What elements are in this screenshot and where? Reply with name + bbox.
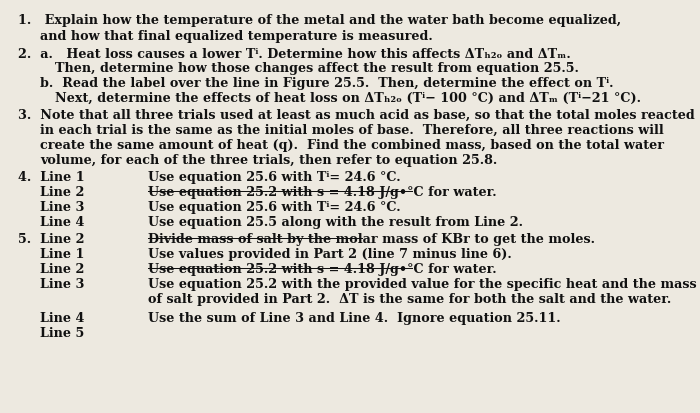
Text: b.  Read the label over the line in Figure 25.5.  Then, determine the effect on : b. Read the label over the line in Figur…	[40, 77, 613, 90]
Text: 5.  Line 2: 5. Line 2	[18, 233, 85, 245]
Text: Use equation 25.2 with the provided value for the specific heat and the mass: Use equation 25.2 with the provided valu…	[148, 277, 696, 290]
Text: volume, for each of the three trials, then refer to equation 25.8.: volume, for each of the three trials, th…	[40, 154, 497, 166]
Text: Use equation 25.2 with s = 4.18 J/g•°C for water.: Use equation 25.2 with s = 4.18 J/g•°C f…	[148, 262, 496, 275]
Text: Use equation 25.6 with Tⁱ= 24.6 °C.: Use equation 25.6 with Tⁱ= 24.6 °C.	[148, 201, 400, 214]
Text: Line 5: Line 5	[40, 326, 84, 339]
Text: in each trial is the same as the initial moles of base.  Therefore, all three re: in each trial is the same as the initial…	[40, 124, 664, 137]
Text: Next, determine the effects of heat loss on ΔTₕ₂ₒ (Tⁱ− 100 °C) and ΔTₘ (Tⁱ−21 °C: Next, determine the effects of heat loss…	[55, 92, 641, 105]
Text: create the same amount of heat (q).  Find the combined mass, based on the total : create the same amount of heat (q). Find…	[40, 139, 664, 152]
Text: Line 2: Line 2	[40, 185, 85, 199]
Text: 2.  a.   Heat loss causes a lower Tⁱ. Determine how this affects ΔTₕ₂ₒ and ΔTₘ.: 2. a. Heat loss causes a lower Tⁱ. Deter…	[18, 48, 570, 61]
Text: Line 3: Line 3	[40, 277, 85, 290]
Text: Use the sum of Line 3 and Line 4.  Ignore equation 25.11.: Use the sum of Line 3 and Line 4. Ignore…	[148, 311, 561, 324]
Text: and how that final equalized temperature is measured.: and how that final equalized temperature…	[40, 30, 433, 43]
Text: Use values provided in Part 2 (line 7 minus line 6).: Use values provided in Part 2 (line 7 mi…	[148, 247, 512, 260]
Text: of salt provided in Part 2.  ΔT is the same for both the salt and the water.: of salt provided in Part 2. ΔT is the sa…	[148, 292, 671, 305]
Text: Use equation 25.5 along with the result from Line 2.: Use equation 25.5 along with the result …	[148, 216, 523, 228]
Text: 4.  Line 1: 4. Line 1	[18, 171, 85, 183]
Text: Then, determine how those changes affect the result from equation 25.5.: Then, determine how those changes affect…	[55, 62, 579, 75]
Text: 3.  Note that all three trials used at least as much acid as base, so that the t: 3. Note that all three trials used at le…	[18, 109, 694, 122]
Text: Use equation 25.2 with s = 4.18 J/g•°C for water.: Use equation 25.2 with s = 4.18 J/g•°C f…	[148, 185, 496, 199]
Text: Line 3: Line 3	[40, 201, 85, 214]
Text: Line 2: Line 2	[40, 262, 85, 275]
Bar	[148, 238, 363, 240]
Text: Line 1: Line 1	[40, 247, 85, 260]
Text: Divide mass of salt by the molar mass of KBr to get the moles.: Divide mass of salt by the molar mass of…	[148, 233, 595, 245]
Text: Line 4: Line 4	[40, 216, 85, 228]
Text: 1.   Explain how the temperature of the metal and the water bath become equalize: 1. Explain how the temperature of the me…	[18, 14, 621, 27]
Bar	[148, 268, 413, 269]
Text: Use equation 25.6 with Tⁱ= 24.6 °C.: Use equation 25.6 with Tⁱ= 24.6 °C.	[148, 171, 400, 183]
Text: Line 4: Line 4	[40, 311, 85, 324]
